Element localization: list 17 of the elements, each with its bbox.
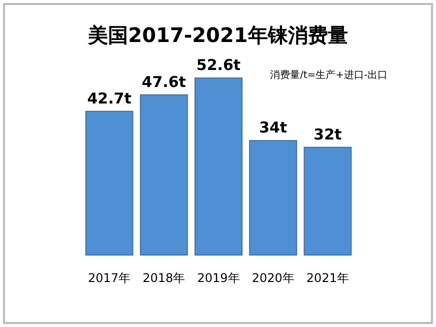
x-tick-label: 2020年 <box>252 271 294 285</box>
data-label: 42.7t <box>87 89 132 108</box>
bar <box>304 146 352 256</box>
x-tick-label: 2018年 <box>142 271 186 285</box>
bar <box>194 78 242 256</box>
annotation: 消费量/t=生产+进口-出口 <box>270 69 388 81</box>
x-tick-label: 2017年 <box>88 271 131 285</box>
bar <box>249 140 298 256</box>
data-label: 47.6t <box>142 72 186 91</box>
x-tick-label: 2019年 <box>197 271 240 285</box>
x-tick-label: 2021年 <box>306 271 349 285</box>
bar <box>140 94 188 256</box>
chart-title: 美国2017-2021年铼消费量 <box>87 23 348 47</box>
data-label: 34t <box>259 118 288 137</box>
bar <box>85 110 134 256</box>
data-label: 52.6t <box>196 56 241 74</box>
data-label: 32t <box>314 125 342 144</box>
